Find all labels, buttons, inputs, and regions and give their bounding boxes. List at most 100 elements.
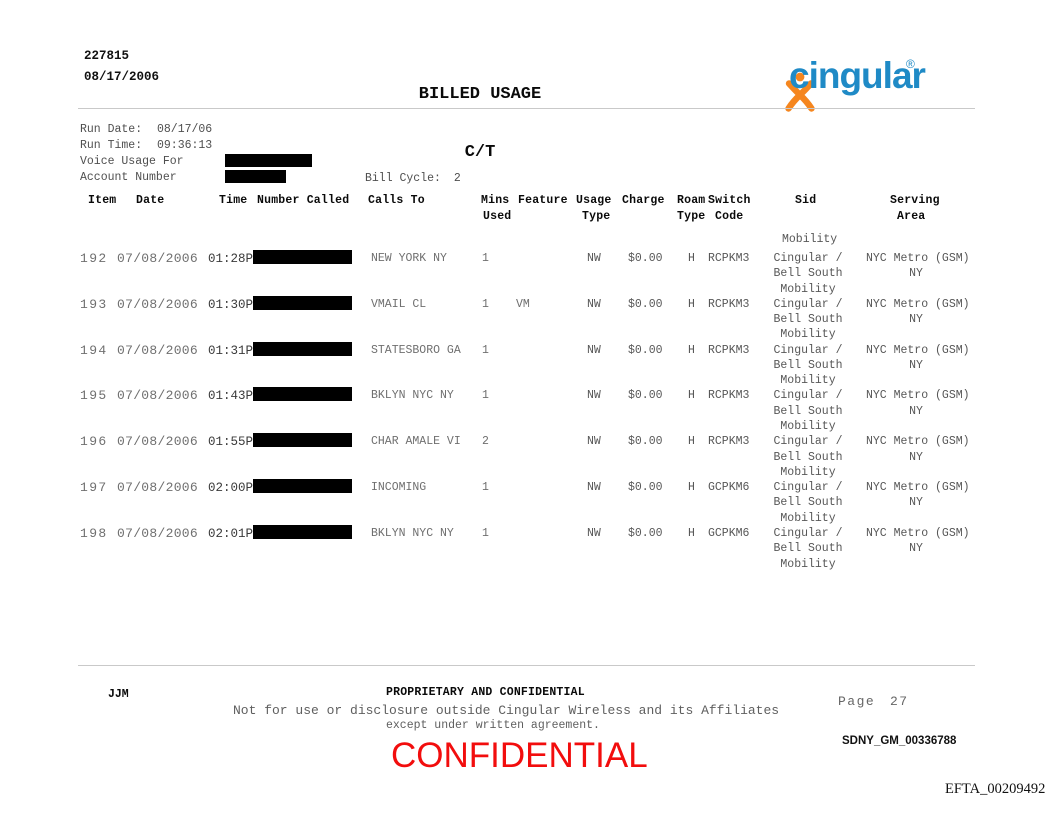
col-header-usage: Usage	[576, 194, 612, 207]
cell-sid: Cingular / Bell South Mobility	[773, 389, 843, 434]
cell-item: 193	[80, 296, 108, 312]
cell-time: 02:01P	[208, 526, 254, 541]
bottom-divider	[78, 665, 975, 666]
table-row: 193 07/08/2006 01:30P VMAIL CL 1 VM NW $0.00 H RC…	[0, 295, 1056, 343]
cell-item: 194	[80, 342, 108, 358]
preparer-initials: JJM	[108, 688, 129, 701]
redacted-number-called	[253, 479, 352, 494]
table-row: 197 07/08/2006 02:00P INCOMING 1 NW $0.00 H GCPK…	[0, 479, 1056, 526]
bates-stamp-sdny: SDNY_GM_00336788	[842, 735, 957, 747]
cell-usage-type: NW	[587, 343, 601, 357]
cell-serving-area: NYC Metro (GSM) NY	[866, 526, 970, 556]
cell-charge: $0.00	[628, 252, 663, 265]
run-date-label: Run Date:	[80, 123, 143, 136]
title-ct: C/T	[464, 143, 496, 162]
cell-time: 01:30P	[208, 297, 254, 312]
bill-cycle-value: 2	[453, 172, 461, 185]
cell-roam-type: H	[688, 297, 695, 311]
redacted-number-called	[253, 341, 352, 356]
cingular-jack-icon	[741, 52, 823, 141]
table-row: 194 07/08/2006 01:31P STATESBORO GA 1 NW $0.00…	[0, 341, 1056, 389]
cell-calls-to: BKLYN NYC NY	[371, 526, 454, 540]
cell-charge: $0.00	[628, 481, 663, 495]
cell-mins-used: 1	[482, 252, 489, 265]
col-header-time: Time	[219, 194, 248, 207]
col-header-code: Code	[715, 210, 744, 223]
cell-item: 192	[80, 251, 108, 266]
cell-mins-used: 1	[482, 297, 489, 311]
document-date: 08/17/2006	[84, 70, 160, 84]
col-header-roam: Roam	[677, 194, 706, 207]
registered-trademark-symbol: ®	[906, 57, 915, 71]
cell-switch-code: RCPKM3	[708, 435, 750, 449]
cell-serving-area: NYC Metro (GSM) NY	[866, 389, 970, 418]
cingular-wordmark: cingular	[789, 55, 926, 96]
cell-usage-type: NW	[587, 435, 601, 449]
col-header-roam-type: Type	[677, 210, 706, 223]
cell-serving-area: NYC Metro (GSM) NY	[866, 297, 970, 327]
cell-item: 195	[80, 388, 108, 404]
cell-charge: $0.00	[628, 389, 663, 403]
col-header-date: Date	[136, 194, 165, 207]
run-date-value: 08/17/06	[157, 123, 213, 136]
proprietary-notice: PROPRIETARY AND CONFIDENTIAL	[386, 686, 585, 699]
col-header-item: Item	[88, 194, 117, 207]
page-indicator: Page 27	[838, 694, 907, 709]
col-header-serving: Serving	[890, 194, 940, 207]
bill-cycle: Bill Cycle: 2	[365, 172, 461, 185]
cell-calls-to: INCOMING	[371, 481, 427, 495]
cell-calls-to: VMAIL CL	[371, 297, 427, 311]
cell-item: 197	[80, 480, 108, 496]
cell-time: 02:00P	[208, 481, 254, 496]
cell-date: 07/08/2006	[117, 480, 199, 496]
cell-mins-used: 1	[482, 481, 489, 495]
cell-usage-type: NW	[587, 297, 601, 311]
cell-switch-code: GCPKM6	[708, 481, 750, 495]
cell-switch-code: GCPKM6	[708, 526, 750, 540]
cell-roam-type: H	[688, 343, 695, 357]
cell-time: 01:31P	[208, 343, 254, 358]
cell-mins-used: 1	[482, 343, 489, 357]
disclaimer-line-1: Not for use or disclosure outside Cingul…	[233, 703, 780, 718]
cell-mins-used: 1	[482, 389, 489, 403]
redacted-number-called	[253, 387, 352, 402]
confidential-stamp: CONFIDENTIAL	[391, 736, 648, 775]
col-header-calls-to: Calls To	[368, 194, 425, 207]
cell-sid: Cingular / Bell South Mobility	[773, 526, 843, 571]
cell-sid: Cingular / Bell South Mobility	[773, 297, 843, 342]
cell-sid: Cingular / Bell South Mobility	[773, 343, 843, 388]
cell-item: 196	[80, 434, 108, 450]
top-divider	[78, 108, 975, 109]
redacted-number-called	[253, 433, 352, 448]
table-row: 198 07/08/2006 02:01P BKLYN NYC NY 1 NW $0.00 H…	[0, 524, 1056, 572]
redacted-account-number	[225, 170, 286, 183]
cell-sid: Cingular / Bell South Mobility	[773, 481, 843, 525]
disclaimer-line-2: except under written agreement.	[386, 719, 600, 732]
cell-feature: VM	[516, 297, 530, 311]
cell-charge: $0.00	[628, 297, 663, 311]
cell-charge: $0.00	[628, 526, 663, 540]
cell-roam-type: H	[688, 481, 695, 495]
cell-charge: $0.00	[628, 435, 663, 449]
col-header-mins: Mins	[481, 194, 510, 207]
cell-calls-to: BKLYN NYC NY	[371, 389, 454, 403]
col-header-area: Area	[897, 210, 926, 223]
cell-date: 07/08/2006	[117, 251, 199, 266]
cell-mins-used: 1	[482, 526, 489, 540]
cell-time: 01:43P	[208, 389, 254, 404]
cell-item: 198	[80, 525, 108, 541]
cell-date: 07/08/2006	[117, 296, 199, 312]
title-billed-usage: BILLED USAGE	[418, 85, 542, 104]
redacted-number-called	[253, 524, 352, 539]
col-header-switch: Switch	[708, 194, 751, 207]
table-row: 192 07/08/2006 01:28P NEW YORK NY 1 NW $0.00 H R…	[0, 250, 1056, 297]
col-header-feature: Feature	[518, 194, 568, 207]
cell-usage-type: NW	[587, 481, 601, 495]
account-number-label: Account Number	[80, 171, 177, 184]
redacted-voice-usage-number	[225, 154, 312, 167]
cell-time: 01:28P	[208, 252, 254, 266]
sid-continuation: Mobility	[782, 233, 838, 246]
col-header-usage-type: Type	[582, 210, 611, 223]
cell-serving-area: NYC Metro (GSM) NY	[866, 481, 970, 510]
cell-switch-code: RCPKM3	[708, 343, 750, 357]
